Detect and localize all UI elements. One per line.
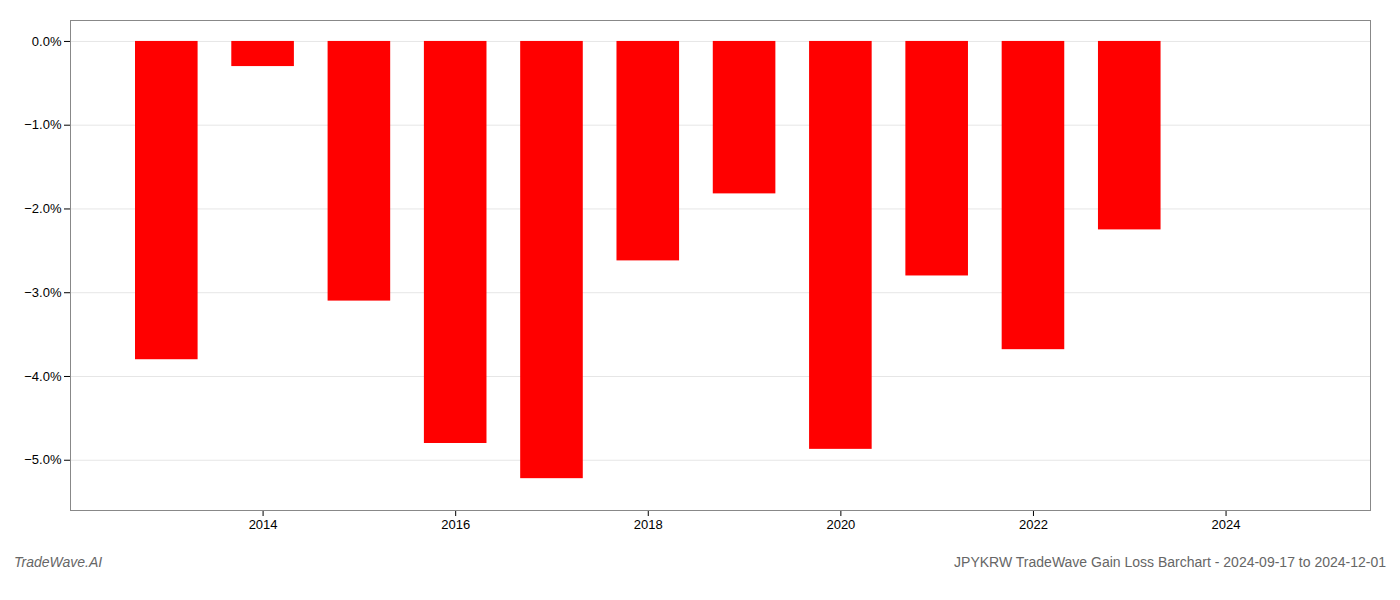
svg-text:−3.0%: −3.0% <box>24 285 62 300</box>
html-text:TradeWave.AI: TradeWave.AI <box>14 554 103 570</box>
svg-text:2014: 2014 <box>249 517 278 532</box>
svg-text:0.0%: 0.0% <box>32 34 62 49</box>
svg-text:2024: 2024 <box>1212 517 1241 532</box>
svg-text:2016: 2016 <box>441 517 470 532</box>
svg-text:−5.0%: −5.0% <box>24 452 62 467</box>
html-text:JPYKRW TradeWave Gain Loss Bar: JPYKRW TradeWave Gain Loss Barchart - 20… <box>954 554 1386 570</box>
svg-text:2022: 2022 <box>1019 517 1048 532</box>
svg-text:2020: 2020 <box>826 517 855 532</box>
svg-text:−1.0%: −1.0% <box>24 117 62 132</box>
svg-text:−4.0%: −4.0% <box>24 369 62 384</box>
svg-text:2018: 2018 <box>634 517 663 532</box>
svg-text:−2.0%: −2.0% <box>24 201 62 216</box>
